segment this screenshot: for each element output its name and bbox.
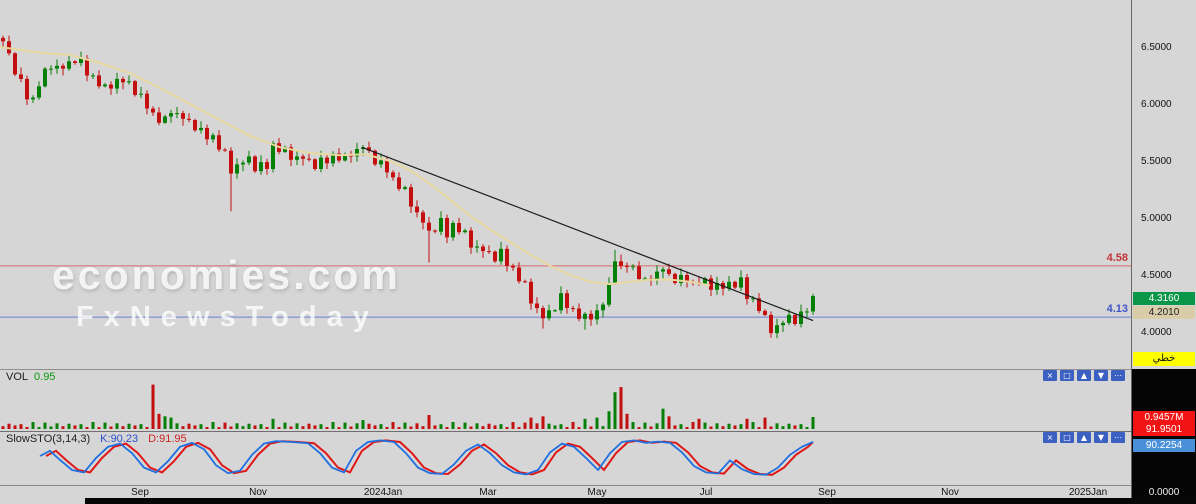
stochastic-indicator-label: SlowSTO(3,14,3) <box>6 433 91 445</box>
time-axis-label: Nov <box>941 487 959 498</box>
volume-indicator-label: VOL <box>6 371 29 383</box>
pane-menu-icon[interactable]: ⋯ <box>1111 432 1125 443</box>
stochastic-d-value: D:91.95 <box>148 433 187 445</box>
volume-series <box>1 384 815 429</box>
volume-pane-header: VOL 0.95 <box>6 371 55 383</box>
move-pane-down-icon[interactable]: ▼ <box>1094 432 1108 443</box>
scale-type-button[interactable]: خطي <box>1133 352 1195 366</box>
stochastic-d-badge: 91.9501 <box>1133 423 1195 436</box>
price-axis-tick: 5.5000 <box>1141 156 1172 167</box>
candlestick-series <box>1 35 815 339</box>
time-axis-label: 2025Jan <box>1068 487 1108 498</box>
price-axis-tick: 4.0000 <box>1141 327 1172 338</box>
time-axis-label: May <box>587 487 607 498</box>
resistance-price-label: 4.58 <box>1106 252 1128 264</box>
reference-price-badge: 4.2010 <box>1133 306 1195 319</box>
stochastic-k-line <box>39 439 814 476</box>
close-icon[interactable]: × <box>1043 370 1057 381</box>
move-pane-up-icon[interactable]: ▲ <box>1077 370 1091 381</box>
horizontal-scrollbar[interactable] <box>85 498 1196 504</box>
price-axis-tick: 6.5000 <box>1141 42 1172 53</box>
stochastic-pane-toolbar: × □ ▲ ▼ ⋯ <box>995 432 1125 443</box>
trendline[interactable] <box>361 146 814 322</box>
support-price-label: 4.13 <box>1106 303 1128 315</box>
close-icon[interactable]: × <box>1043 432 1057 443</box>
maximize-icon[interactable]: □ <box>1060 432 1074 443</box>
maximize-icon[interactable]: □ <box>1060 370 1074 381</box>
stochastic-k-value: K:90.23 <box>100 433 139 445</box>
stochastic-k-badge: 90.2254 <box>1133 439 1195 452</box>
moving-average-line <box>0 46 711 287</box>
volume-pane-toolbar: × □ ▲ ▼ ⋯ <box>995 370 1125 381</box>
watermark-subbrand: FxNewsToday <box>76 301 379 333</box>
time-axis-label: Nov <box>249 487 267 498</box>
time-axis-label: Sep <box>131 487 149 498</box>
time-axis-label: 2024Jan <box>363 487 403 498</box>
volume-indicator-value: 0.95 <box>34 371 56 383</box>
watermark-brand: economies.com <box>52 252 401 298</box>
time-axis-label: Sep <box>818 487 836 498</box>
stochastic-zero-label: 0.0000 <box>1148 487 1180 498</box>
last-price-badge: 4.3160 <box>1133 292 1195 305</box>
time-axis-label: Mar <box>479 487 497 498</box>
price-axis-tick: 6.0000 <box>1141 99 1172 110</box>
price-axis-tick: 4.5000 <box>1141 270 1172 281</box>
move-pane-down-icon[interactable]: ▼ <box>1094 370 1108 381</box>
time-axis-label: Jul <box>699 487 713 498</box>
pane-menu-icon[interactable]: ⋯ <box>1111 370 1125 381</box>
chart-panes: economies.com FxNewsToday 4.58 4.13 VOL 0… <box>0 0 1131 485</box>
move-pane-up-icon[interactable]: ▲ <box>1077 432 1091 443</box>
stochastic-pane-header: SlowSTO(3,14,3) K:90.23 D:91.95 <box>6 433 187 445</box>
chart-canvas[interactable] <box>0 0 1131 485</box>
lower-axis-background <box>1132 369 1196 504</box>
stochastic-d-line <box>45 439 814 476</box>
price-axis[interactable]: 4.3160 4.2010 خطي 0.9457M 91.9501 90.225… <box>1131 0 1196 504</box>
volume-value-badge: 0.9457M <box>1133 411 1195 424</box>
price-axis-tick: 5.0000 <box>1141 213 1172 224</box>
